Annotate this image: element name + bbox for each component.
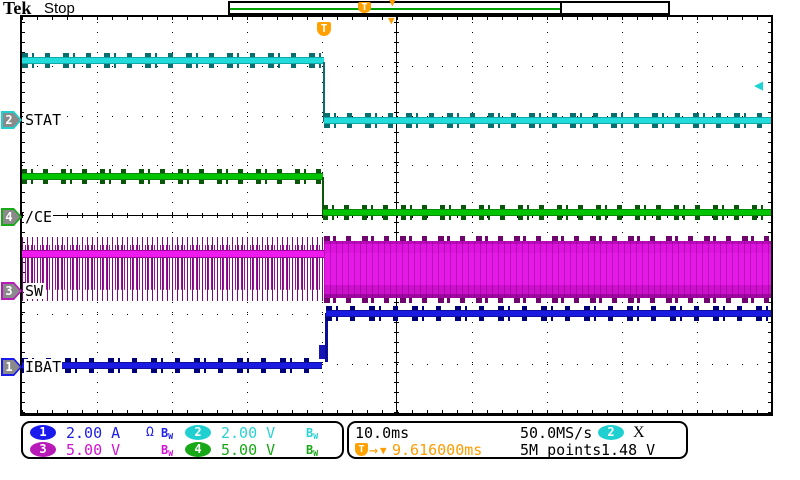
ch3-trace-switching xyxy=(22,237,324,301)
ch4-badge-number: 4 xyxy=(5,210,13,224)
trigger-slope-icon: X xyxy=(633,424,645,441)
graticule: ▼ T ◀ xyxy=(20,15,773,416)
ch1-readout-badge[interactable]: 1 xyxy=(30,425,56,440)
ch2-trigger-level-arrow-icon[interactable]: ◀ xyxy=(754,76,764,94)
ch4-trace-high xyxy=(22,169,323,184)
ch1-trace-rising-edge xyxy=(325,313,328,362)
ch1-waveform-label: IBAT xyxy=(24,358,63,376)
ch2-trace-high xyxy=(22,53,324,68)
record-view-bar-right xyxy=(560,1,670,15)
ch4-badge-body xyxy=(3,210,20,224)
ch2-position-badge[interactable]: 2 xyxy=(1,111,22,129)
ch3-badge-number: 3 xyxy=(5,284,13,298)
trigger-point-t-icon[interactable]: T xyxy=(317,22,331,36)
ch4-readout-badge[interactable]: 4 xyxy=(185,442,211,457)
ch3-trace-band xyxy=(22,250,324,258)
ch3-waveform-label: SW xyxy=(24,282,45,300)
ch1-badge-body xyxy=(3,360,20,374)
ch1-trace-high xyxy=(326,306,771,321)
ch4-position-badge[interactable]: 4 xyxy=(1,208,22,226)
record-waveform-line xyxy=(230,8,560,10)
ch1-position-badge[interactable]: 1 xyxy=(1,358,22,376)
acquisition-status: Stop xyxy=(44,0,75,17)
ch3-readout-number: 3 xyxy=(39,442,47,456)
trigger-level-readout[interactable]: 1.48 V xyxy=(601,441,656,459)
ch2-readout-number: 2 xyxy=(194,425,202,439)
timebase-readout[interactable]: 10.0ms xyxy=(355,424,410,442)
ch1-trace-step xyxy=(319,345,327,359)
trigger-source-number: 2 xyxy=(607,425,615,439)
ch3-bandwidth-icon: BW xyxy=(161,443,174,458)
ch4-trace-falling-edge xyxy=(322,177,324,215)
ch4-waveform-label: /CE xyxy=(24,208,54,226)
trigger-position-t-icon: T xyxy=(355,443,368,456)
ch2-readout-badge[interactable]: 2 xyxy=(185,425,211,440)
ch3-scale[interactable]: 5.00 V xyxy=(66,441,121,459)
trigger-source-badge[interactable]: 2 xyxy=(598,425,624,440)
ch4-bandwidth-icon: BW xyxy=(306,443,319,458)
ch2-trace-low xyxy=(324,113,771,128)
sample-rate-readout: 50.0MS/s xyxy=(520,424,593,442)
ch2-scale[interactable]: 2.00 V xyxy=(221,424,276,442)
tek-logo: Tek xyxy=(3,0,32,18)
ch3-position-badge[interactable]: 3 xyxy=(1,282,22,300)
ch1-scale[interactable]: 2.00 A xyxy=(66,424,121,442)
ch2-trace-falling-edge xyxy=(323,62,325,122)
ch2-badge-number: 2 xyxy=(5,113,13,127)
ch1-badge-number: 1 xyxy=(5,360,13,374)
record-trigger-t-icon[interactable]: T xyxy=(358,2,371,13)
ch3-trace-dense-block xyxy=(324,241,771,298)
vertical-readout-box: 1 2.00 A Ω BW 2 2.00 V BW 3 5.00 V BW 4 … xyxy=(21,421,344,459)
ch4-trace-low xyxy=(323,205,771,220)
record-position-triangle-icon[interactable]: ▼ xyxy=(389,0,396,9)
ch4-readout-number: 4 xyxy=(194,442,202,456)
ch1-bandwidth-icon: BW xyxy=(161,426,174,441)
ch4-scale[interactable]: 5.00 V xyxy=(221,441,276,459)
ch2-badge-body xyxy=(3,113,20,127)
ch1-impedance-icon: Ω xyxy=(146,425,154,440)
record-length-readout: 5M points xyxy=(520,441,602,459)
ch3-readout-badge[interactable]: 3 xyxy=(30,442,56,457)
ch3-block-noise-bottom xyxy=(324,298,771,303)
ch2-bandwidth-icon: BW xyxy=(306,426,319,441)
ch3-badge-body xyxy=(3,284,20,298)
ch1-trace-low xyxy=(22,358,322,373)
trigger-position-triangle-glyph: ▼ xyxy=(380,444,387,457)
trigger-position-triangle-icon[interactable]: ▼ xyxy=(388,14,395,27)
trigger-position-readout[interactable]: 9.616000ms xyxy=(392,441,483,459)
horizontal-trigger-readout-box: 10.0ms 50.0MS/s 2 X T → ▼ 9.616000ms 5M … xyxy=(347,421,688,459)
ch1-readout-number: 1 xyxy=(39,425,47,439)
ch2-waveform-label: STAT xyxy=(24,111,63,129)
ch3-block-noise-top xyxy=(324,236,771,241)
trigger-position-arrow-icon: → xyxy=(369,441,379,459)
